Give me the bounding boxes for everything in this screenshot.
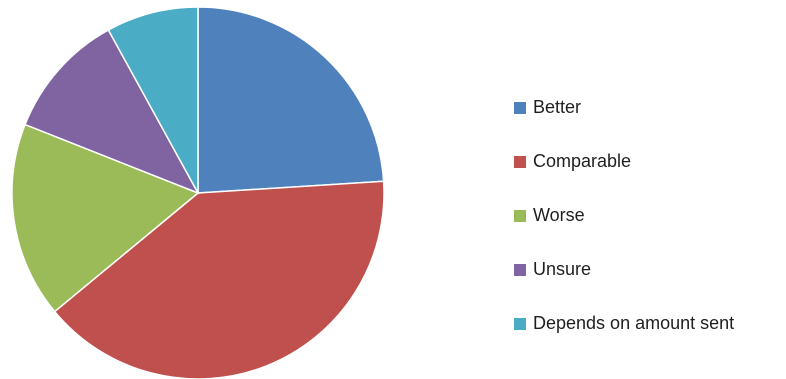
legend-label-unsure: Unsure <box>533 259 592 279</box>
legend-label-comparable: Comparable <box>533 151 632 171</box>
legend-item-unsure: Unsure <box>514 256 786 283</box>
legend-label-better: Better <box>533 97 582 117</box>
legend-item-comparable: Comparable <box>514 148 786 175</box>
legend-label-worse: Worse <box>533 205 585 225</box>
legend-swatch-better <box>514 101 526 114</box>
legend: Better Comparable Worse Unsure Depends o… <box>514 94 786 337</box>
legend-swatch-unsure <box>514 263 526 276</box>
pie-slice-better <box>197 6 385 194</box>
pie-slice-comparable <box>53 180 385 379</box>
legend-swatch-comparable <box>514 155 526 168</box>
legend-item-depends-on-amount-sent: Depends on amount sent <box>514 310 786 337</box>
pie-slice-depends-on-amount-sent <box>107 6 199 194</box>
legend-item-better: Better <box>514 94 786 121</box>
legend-label-depends-on-amount-sent: Depends on amount sent <box>533 313 735 333</box>
pie-slice-worse <box>11 123 200 313</box>
pie-slice-unsure <box>24 28 200 195</box>
legend-swatch-worse <box>514 209 526 222</box>
legend-item-worse: Worse <box>514 202 786 229</box>
legend-swatch-depends-on-amount-sent <box>514 317 526 330</box>
